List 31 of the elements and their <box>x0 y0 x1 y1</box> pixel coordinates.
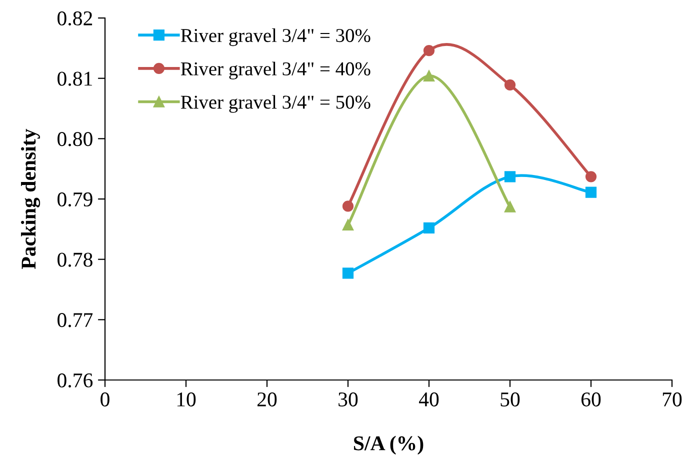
x-tick-label: 70 <box>662 392 682 406</box>
point <box>423 222 435 234</box>
y-tick-label: 0.78 <box>58 252 92 267</box>
point <box>585 186 597 198</box>
y-tick-label: 0.76 <box>58 373 93 388</box>
x-tick-label: 30 <box>338 392 358 406</box>
x-tick-label: 60 <box>581 392 601 406</box>
y-tick-label: 0.80 <box>58 132 92 146</box>
point <box>342 219 354 230</box>
x-tick-label: 50 <box>500 392 520 406</box>
point <box>504 171 516 182</box>
y-tick-label: 0.77 <box>58 313 93 328</box>
y-tick-label: 0.82 <box>58 11 92 26</box>
point <box>504 79 516 91</box>
x-axis-title: S/A (%) <box>354 436 424 455</box>
x-tick-label: 0 <box>100 392 110 406</box>
y-tick-label: 0.79 <box>58 192 92 207</box>
point <box>342 200 354 212</box>
x-tick-label: 20 <box>258 392 277 406</box>
legend-label: River gravel 3/4" = 30% <box>180 28 370 46</box>
y-tick-label: 0.81 <box>58 72 92 86</box>
point <box>504 201 516 212</box>
legend-label: River gravel 3/4" = 40% <box>180 62 370 80</box>
y-axis-title: Packing density <box>21 128 40 269</box>
x-tick-label: 40 <box>418 392 439 406</box>
legend-label: River gravel 3/4" = 50% <box>180 95 370 113</box>
x-tick-label: 10 <box>177 392 196 406</box>
point <box>342 268 354 279</box>
point <box>423 45 435 56</box>
point <box>585 171 597 182</box>
point <box>423 70 435 82</box>
